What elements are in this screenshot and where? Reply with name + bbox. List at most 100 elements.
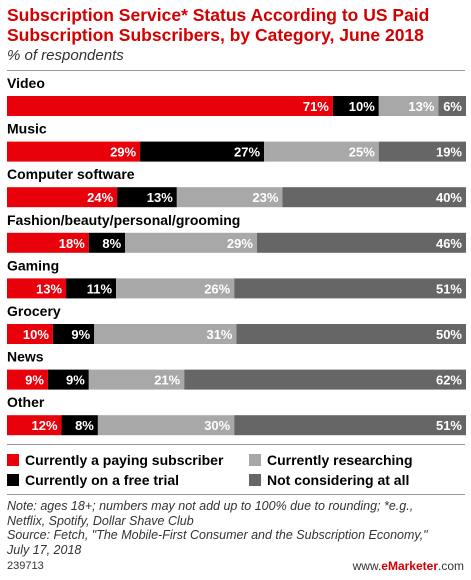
bar-grocery-currently-researching (94, 324, 237, 344)
data-label-video-currently-a-paying-subscriber: 71% (303, 99, 329, 114)
data-label-computer-software-not-considering-at-all: 40% (436, 190, 462, 205)
data-label-other-currently-researching: 30% (204, 418, 230, 433)
bar-fashion-beauty-personal-grooming-currently-on-a-free-trial (88, 232, 126, 253)
data-label-grocery-currently-a-paying-subscriber: 10% (23, 327, 49, 342)
bar-news-not-considering-at-all (184, 369, 467, 390)
data-label-other-currently-on-a-free-trial: 8% (75, 418, 94, 433)
data-label-news-currently-researching: 21% (154, 373, 180, 388)
bar-gaming-not-considering-at-all (234, 278, 466, 299)
bar-gaming-currently-a-paying-subscriber (7, 278, 67, 299)
bar-news-currently-researching (88, 369, 185, 390)
bar-grocery-currently-on-a-free-trial (52, 324, 95, 344)
bar-other-currently-on-a-free-trial (61, 415, 98, 436)
note-line-1: Note: ages 18+; numbers may not add up t… (7, 499, 414, 513)
chart-id: 239713 (7, 560, 44, 572)
data-label-fashion-beauty-personal-grooming-currently-a-paying-subscriber: 18% (59, 236, 85, 251)
bar-computer-software-currently-researching (176, 187, 283, 208)
data-label-gaming-currently-a-paying-subscriber: 13% (36, 281, 62, 296)
category-label-grocery: Grocery (7, 303, 61, 319)
data-label-fashion-beauty-personal-grooming-currently-researching: 29% (227, 236, 253, 251)
bar-gaming-currently-researching (116, 278, 235, 299)
legend-item-not-considering: Not considering at all (249, 472, 409, 488)
data-label-fashion-beauty-personal-grooming-currently-on-a-free-trial: 8% (102, 236, 121, 251)
header-divider (7, 70, 465, 71)
bar-fashion-beauty-personal-grooming-currently-a-paying-subscriber (7, 232, 89, 253)
data-label-music-currently-on-a-free-trial: 27% (234, 145, 260, 160)
chart-title-line-2: Subscription Subscribers, by Category, J… (7, 25, 424, 45)
chart-notes: Note: ages 18+; numbers may not add up t… (7, 499, 467, 557)
data-label-computer-software-currently-a-paying-subscriber: 24% (87, 190, 113, 205)
bar-music-currently-researching (264, 141, 379, 162)
bar-news-currently-on-a-free-trial (47, 369, 89, 390)
brand-suffix: .com (437, 559, 464, 573)
legend-swatch (7, 454, 19, 466)
bar-video-currently-a-paying-subscriber (7, 96, 333, 116)
bar-gaming-currently-on-a-free-trial (66, 278, 117, 299)
bar-computer-software-not-considering-at-all (282, 187, 466, 208)
data-label-other-not-considering-at-all: 51% (436, 418, 462, 433)
legend-label: Not considering at all (267, 472, 410, 488)
bar-computer-software-currently-a-paying-subscriber (7, 187, 118, 208)
data-label-grocery-not-considering-at-all: 50% (436, 327, 462, 342)
bar-news-currently-a-paying-subscriber (7, 369, 48, 390)
source-line-2: July 17, 2018 (7, 542, 82, 557)
data-label-gaming-currently-on-a-free-trial: 11% (87, 281, 113, 296)
category-label-gaming: Gaming (7, 257, 59, 273)
legend-label: Currently a paying subscriber (25, 452, 224, 468)
data-label-gaming-currently-researching: 26% (204, 281, 230, 296)
category-label-news: News (7, 349, 44, 365)
category-label-computer-software: Computer software (7, 166, 135, 182)
category-label-other: Other (7, 394, 45, 410)
bar-computer-software-currently-on-a-free-trial (117, 187, 177, 208)
legend-label: Currently on a free trial (25, 472, 180, 488)
bar-music-currently-a-paying-subscriber (7, 141, 141, 162)
bar-video-currently-on-a-free-trial (332, 96, 379, 116)
data-label-grocery-currently-researching: 31% (206, 327, 232, 342)
bar-music-currently-on-a-free-trial (140, 141, 265, 162)
data-label-computer-software-currently-researching: 23% (252, 190, 278, 205)
brand-name: eMarketer (381, 559, 438, 573)
stacked-bar-chart: Video 71% 10% 13% 6% Music 29% 27% 25% 19% Compute… (7, 75, 467, 436)
data-label-video-currently-on-a-free-trial: 10% (349, 99, 375, 114)
data-label-computer-software-currently-on-a-free-trial: 13% (147, 190, 173, 205)
data-label-music-currently-a-paying-subscriber: 29% (110, 145, 136, 160)
data-label-gaming-not-considering-at-all: 51% (436, 281, 462, 296)
category-label-video: Video (7, 75, 45, 91)
legend-label: Currently researching (267, 452, 413, 468)
data-label-news-currently-on-a-free-trial: 9% (66, 373, 85, 388)
bar-video-currently-researching (378, 96, 439, 116)
data-label-news-not-considering-at-all: 62% (436, 373, 462, 388)
source-line-1: Source: Fetch, "The Mobile-First Consume… (7, 528, 428, 542)
bar-grocery-currently-a-paying-subscriber (7, 324, 53, 344)
bar-music-not-considering-at-all (378, 141, 466, 162)
data-label-video-not-considering-at-all: 6% (443, 99, 462, 114)
brand-link[interactable]: www.eMarketer.com (353, 559, 464, 573)
legend-item-paying: Currently a paying subscriber (7, 452, 223, 468)
data-label-news-currently-a-paying-subscriber: 9% (25, 373, 44, 388)
notes-divider (7, 494, 465, 495)
data-label-music-currently-researching: 25% (349, 145, 375, 160)
bar-other-not-considering-at-all (234, 415, 466, 436)
chart-legend: Currently a paying subscriber Currently … (7, 452, 467, 492)
category-label-fashion-beauty-personal-grooming: Fashion/beauty/personal/grooming (7, 212, 240, 228)
legend-item-free-trial: Currently on a free trial (7, 472, 179, 488)
note-line-2: Netflix, Spotify, Dollar Shave Club (7, 513, 194, 528)
legend-divider (7, 444, 465, 445)
data-label-music-not-considering-at-all: 19% (436, 145, 462, 160)
bar-other-currently-researching (97, 415, 235, 436)
bar-other-currently-a-paying-subscriber (7, 415, 62, 436)
bar-video-not-considering-at-all (438, 96, 466, 116)
chart-title: Subscription Service* Status According t… (7, 5, 467, 45)
legend-item-researching: Currently researching (249, 452, 413, 468)
category-label-music: Music (7, 121, 47, 137)
bar-fashion-beauty-personal-grooming-not-considering-at-all (256, 232, 466, 253)
data-label-grocery-currently-on-a-free-trial: 9% (71, 327, 90, 342)
chart-subtitle: % of respondents (7, 47, 124, 64)
legend-swatch (249, 474, 261, 486)
legend-swatch (7, 474, 19, 486)
chart-title-line-1: Subscription Service* Status According t… (7, 5, 430, 25)
bar-grocery-not-considering-at-all (236, 324, 466, 344)
data-label-video-currently-researching: 13% (408, 99, 434, 114)
data-label-fashion-beauty-personal-grooming-not-considering-at-all: 46% (436, 236, 462, 251)
legend-swatch (249, 454, 261, 466)
